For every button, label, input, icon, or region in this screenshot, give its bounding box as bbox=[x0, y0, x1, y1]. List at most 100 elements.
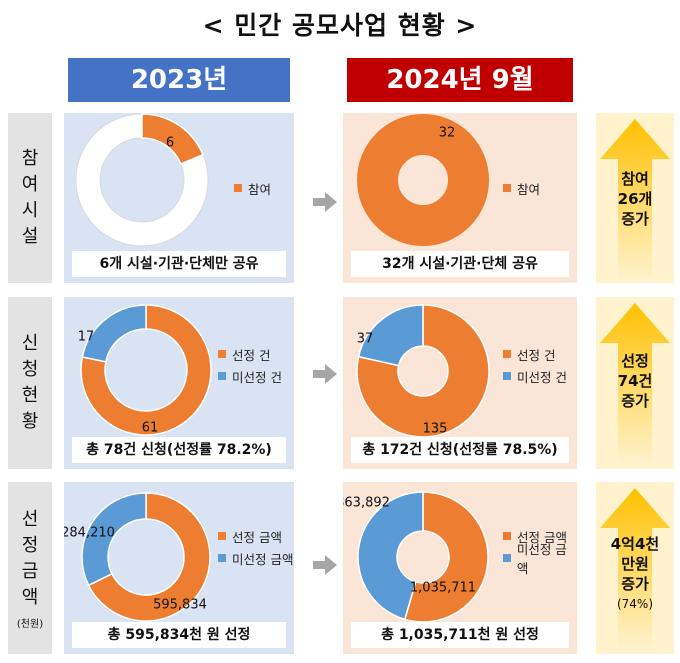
arrow-right-icon bbox=[313, 192, 337, 212]
legend-item: 선정 건 bbox=[503, 343, 567, 365]
legend-label: 선정 건 bbox=[517, 347, 556, 363]
donut-slice bbox=[87, 492, 211, 622]
legend-label: 미선정 건 bbox=[232, 369, 282, 385]
donut-chart: 6 bbox=[75, 113, 209, 247]
donut-chart: 595,834 284,210 bbox=[64, 492, 211, 622]
page-title: < 민간 공모사업 현황 > bbox=[202, 11, 478, 40]
row-label-amount: 선 정 금 액 (천원) bbox=[8, 482, 52, 654]
legend-item: 미선정 건 bbox=[503, 365, 567, 387]
data-label: 37 bbox=[357, 332, 374, 347]
donut-slice bbox=[357, 114, 489, 246]
increase-box-amount: 4억4천 만원 증가 (74%) bbox=[596, 482, 674, 654]
row-label-char: 여 bbox=[21, 174, 39, 195]
legend-item: 선정 금액 bbox=[218, 525, 293, 547]
legend-label: 선정 건 bbox=[232, 347, 271, 363]
chart-caption: 총 1,035,711천 원 선정 bbox=[351, 622, 569, 648]
data-label: 1,035,711 bbox=[410, 581, 476, 596]
legend-item: 선정 건 bbox=[218, 343, 282, 365]
legend-swatch bbox=[218, 350, 226, 358]
chart-panel: 6 참여 6개 시설·기관·단체만 공유 bbox=[64, 113, 294, 283]
data-label: 17 bbox=[78, 330, 95, 345]
row-label-char: 선 bbox=[21, 508, 39, 530]
up-arrow-icon bbox=[600, 119, 670, 279]
chart-legend: 참여 bbox=[503, 177, 540, 199]
legend-swatch bbox=[218, 554, 226, 562]
year-header-2023: 2023년 bbox=[68, 58, 290, 102]
legend-swatch bbox=[503, 554, 511, 562]
legend-label: 선정 금액 bbox=[232, 529, 282, 545]
up-arrow-icon bbox=[600, 488, 670, 648]
data-label: 595,834 bbox=[153, 598, 207, 613]
legend-swatch bbox=[218, 532, 226, 540]
legend-item: 미선정 건 bbox=[218, 365, 282, 387]
row-label-char: 신 bbox=[21, 333, 39, 354]
legend-swatch bbox=[218, 372, 226, 380]
chart-legend: 참여 bbox=[234, 177, 271, 199]
increase-text: 참여 bbox=[621, 170, 649, 188]
legend-label: 참여 bbox=[517, 181, 541, 197]
donut-chart: 135 37 bbox=[356, 304, 490, 438]
data-label: 863,892 bbox=[343, 496, 390, 511]
data-label: 135 bbox=[423, 422, 448, 437]
legend-swatch bbox=[503, 372, 511, 380]
row-label-unit: (천원) bbox=[16, 618, 44, 630]
row-label-char: 청 bbox=[21, 359, 39, 380]
donut-chart: 32 bbox=[357, 114, 489, 246]
legend-swatch bbox=[234, 184, 242, 192]
donut-slice bbox=[403, 491, 489, 623]
arrow-right-icon bbox=[313, 364, 337, 384]
donut-chart: 61 17 bbox=[78, 304, 212, 436]
chart-caption: 총 595,834천 원 선정 bbox=[72, 622, 286, 648]
data-label: 61 bbox=[142, 421, 159, 436]
row-label-char: 황 bbox=[21, 411, 39, 432]
year-header-2024: 2024년 9월 bbox=[347, 58, 573, 102]
donut-slice bbox=[356, 304, 490, 438]
row-label-participation: 참 여 시 설 bbox=[8, 113, 52, 283]
legend-label: 미선정 금액 bbox=[232, 551, 294, 567]
legend-label: 참여 bbox=[248, 181, 272, 197]
legend-item: 선정 금액 bbox=[503, 525, 577, 547]
legend-label: 미선정 금액 bbox=[516, 542, 567, 576]
legend-item: 미선정 금액 bbox=[503, 542, 577, 576]
legend-label: 미선정 건 bbox=[517, 369, 567, 385]
up-arrow-icon bbox=[600, 303, 670, 463]
increase-text: 만원 bbox=[621, 555, 649, 573]
row-label-char: 정 bbox=[21, 534, 39, 556]
data-label: 284,210 bbox=[64, 526, 115, 541]
donut-slice bbox=[357, 304, 424, 367]
row-label-char: 액 bbox=[21, 586, 39, 608]
increase-text: 26개 bbox=[617, 190, 653, 208]
increase-note: (74%) bbox=[616, 597, 654, 611]
increase-text: 4억4천 bbox=[610, 535, 660, 553]
chart-panel: 32 참여 32개 시설·기관·단체 공유 bbox=[343, 113, 577, 283]
increase-text: 증가 bbox=[621, 392, 649, 410]
increase-text: 증가 bbox=[621, 210, 649, 228]
increase-text: 선정 bbox=[621, 352, 649, 370]
row-label-char: 설 bbox=[21, 226, 39, 247]
chart-caption: 총 78건 신청(선정률 78.2%) bbox=[72, 437, 286, 463]
data-label: 32 bbox=[439, 126, 456, 141]
row-label-applications: 신 청 현 황 bbox=[8, 297, 52, 469]
legend-swatch bbox=[503, 350, 511, 358]
arrow-right-icon bbox=[313, 555, 337, 575]
increase-text: 증가 bbox=[621, 575, 649, 593]
chart-caption: 총 172건 신청(선정률 78.5%) bbox=[351, 437, 569, 463]
donut-slice bbox=[141, 113, 204, 165]
legend-label: 선정 금액 bbox=[517, 529, 567, 545]
chart-caption: 32개 시설·기관·단체 공유 bbox=[351, 251, 569, 277]
row-label-char: 금 bbox=[21, 560, 39, 582]
legend-swatch bbox=[503, 532, 511, 540]
legend-item: 미선정 금액 bbox=[218, 547, 293, 569]
row-label-char: 시 bbox=[21, 200, 39, 221]
chart-legend: 선정 금액 미선정 금액 bbox=[503, 525, 577, 576]
increase-box-participation: 참여 26개 증가 bbox=[596, 113, 674, 283]
row-label-char: 참 bbox=[21, 148, 39, 169]
row-label-char: 현 bbox=[21, 385, 39, 406]
chart-caption: 6개 시설·기관·단체만 공유 bbox=[72, 251, 286, 277]
